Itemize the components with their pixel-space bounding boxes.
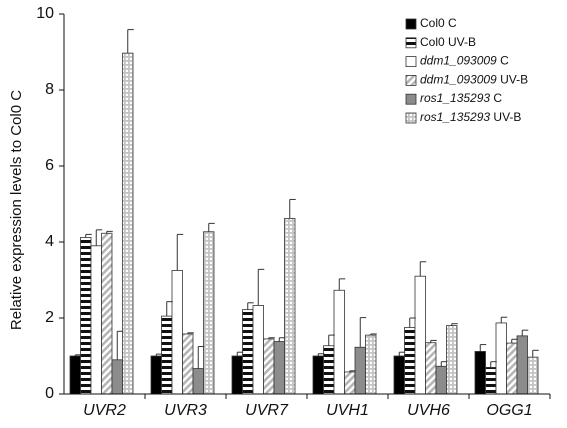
y-tick-label: 2: [45, 309, 54, 326]
y-tick-label: 0: [45, 385, 54, 402]
bar-UVR2-3: [101, 232, 113, 395]
bar-UVH1-4: [354, 346, 366, 395]
x-tick-label: UVH6: [407, 402, 450, 419]
bar-UVH6-1: [404, 327, 416, 395]
x-axis-category-labels: UVR2 UVR3 UVR7 UVH1 UVH6 OGG1: [83, 394, 551, 419]
bar-UVR3-3: [182, 333, 194, 395]
legend-swatch: [405, 75, 417, 86]
y-tick-label: 4: [45, 233, 54, 250]
legend-entry-italic: ros1_135293: [420, 91, 490, 105]
bar-UVR7-0: [231, 355, 243, 395]
bar-UVR2-5: [122, 52, 134, 395]
legend-entry-text: Col0 C: [420, 16, 457, 30]
bar-OGG1-5: [527, 356, 539, 395]
legend-swatch: [405, 18, 417, 30]
bar-UVR3-4: [192, 368, 204, 395]
bar-UVH6-3: [425, 342, 437, 395]
bar-UVH6-4: [435, 365, 447, 395]
legend-entry-text: UV-B: [490, 110, 521, 124]
bar-UVH1-5: [365, 334, 377, 395]
y-axis-label: Relative expression levels to Col0 C: [8, 90, 25, 330]
x-tick-label: OGG1: [486, 402, 532, 419]
bar-OGG1-2: [495, 322, 507, 395]
bar-UVH6-5: [446, 325, 458, 395]
bar-UVH1-3: [344, 371, 356, 395]
bar-UVR3-2: [171, 270, 183, 395]
y-tick-label: 10: [36, 5, 54, 22]
legend-entry-text: Col0 UV-B: [420, 35, 476, 49]
x-tick-label: UVR2: [83, 402, 126, 419]
x-tick-label: UVH1: [326, 402, 369, 419]
legend-entry-text: C: [490, 91, 502, 105]
bar-UVR7-1: [242, 309, 254, 395]
bar-UVH6-0: [393, 355, 405, 395]
legend-swatch: [405, 37, 417, 49]
error-bars: [74, 29, 539, 372]
legend-entry: Col0 UV-B: [420, 35, 476, 49]
bar-UVR2-0: [69, 355, 81, 395]
bar-UVR3-1: [161, 315, 173, 395]
bar-UVR2-4: [111, 359, 123, 395]
bar-UVR7-2: [252, 305, 264, 395]
legend-entry: ros1_135293 C: [420, 91, 502, 105]
bar-OGG1-1: [485, 366, 497, 395]
x-tick-label: UVR7: [245, 402, 289, 419]
bar-UVH6-2: [414, 275, 426, 395]
legend-swatch: [405, 93, 417, 105]
legend-entry: ddm1_093009 UV-B: [420, 73, 528, 87]
y-tick-label: 6: [45, 157, 54, 174]
legend-entry: ros1_135293 UV-B: [420, 110, 521, 124]
bar-OGG1-0: [474, 351, 486, 395]
y-axis-ticks: 0 2 4 6 8 10: [36, 5, 64, 402]
legend-swatch: [405, 56, 417, 67]
bar-UVH1-1: [323, 345, 335, 395]
bar-UVR3-0: [150, 355, 162, 395]
legend-entry-italic: ddm1_093009: [420, 54, 497, 68]
legend-entry: ddm1_093009 C: [420, 54, 509, 68]
bar-UVR3-5: [203, 231, 215, 395]
bar-UVR2-2: [90, 245, 102, 395]
legend-entry-italic: ddm1_093009: [420, 73, 497, 87]
bar-UVH1-2: [333, 289, 345, 395]
bar-UVR2-1: [80, 237, 92, 395]
legend-entry-text: UV-B: [497, 73, 528, 87]
y-tick-label: 8: [45, 81, 54, 98]
bar-UVR7-4: [273, 341, 285, 395]
legend-entry-text: C: [497, 54, 509, 68]
bar-OGG1-4: [516, 335, 528, 395]
x-tick-label: UVR3: [164, 402, 207, 419]
legend-entry: Col0 C: [420, 16, 457, 30]
bar-UVR7-3: [263, 338, 275, 395]
legend-entry-italic: ros1_135293: [420, 110, 490, 124]
bar-OGG1-3: [506, 342, 518, 395]
bar-UVR7-5: [284, 218, 296, 395]
bar-UVH1-0: [312, 355, 324, 395]
legend-swatch: [405, 112, 417, 124]
